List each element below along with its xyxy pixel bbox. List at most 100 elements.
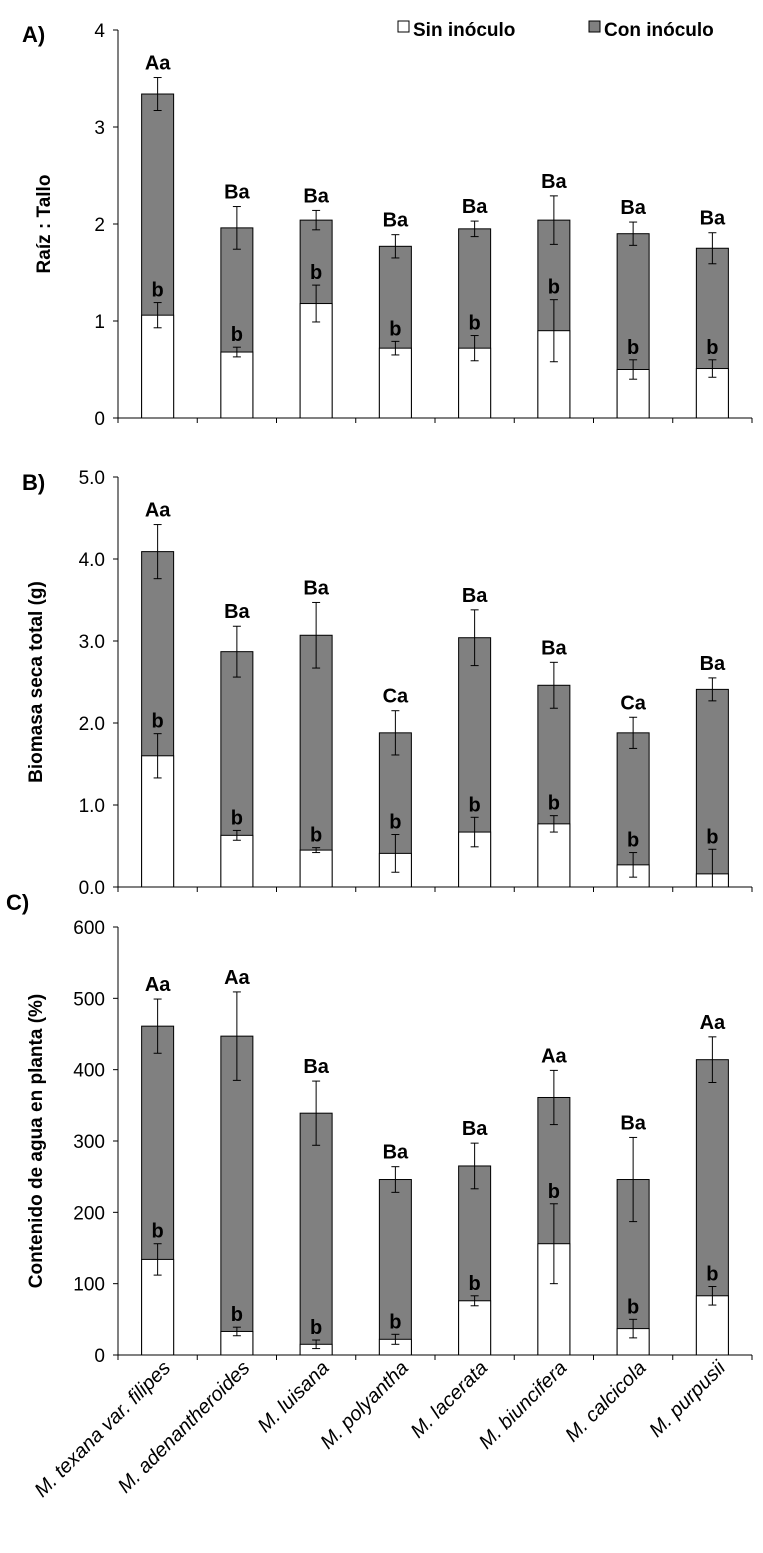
bar-group: Aa b (141, 53, 175, 419)
bar-sin-inoculo (220, 351, 254, 419)
bar-group: Ba b (378, 1142, 412, 1356)
significance-label-sin-inoculo: b (152, 711, 164, 733)
bar-group: Ba b (458, 196, 492, 419)
significance-label-con-inoculo: Ba (383, 1142, 409, 1164)
significance-label-con-inoculo: Ba (224, 601, 250, 623)
significance-label-sin-inoculo: b (389, 812, 401, 834)
significance-label-con-inoculo: Ba (700, 653, 726, 675)
legend: Sin inóculo Con inóculo (397, 20, 714, 41)
significance-label-sin-inoculo: b (231, 324, 243, 346)
bar-group: Ba b (537, 637, 571, 888)
bar-con-inoculo (378, 1179, 412, 1356)
bar-group: Ba b (616, 197, 650, 419)
bar-con-inoculo (220, 1035, 254, 1356)
y-tick-label: 3 (94, 118, 105, 139)
significance-label-con-inoculo: Ba (541, 637, 567, 659)
y-tick-label: 0.0 (79, 878, 105, 899)
y-tick-label: 300 (73, 1132, 105, 1153)
bar-sin-inoculo (695, 1295, 729, 1356)
bar-group: Ba b (695, 208, 729, 419)
bar-group: Aa b (141, 500, 175, 888)
significance-label-con-inoculo: Ba (303, 1056, 329, 1078)
panel-3: C) Contenido de agua en planta (%) 0 100 200… (6, 890, 753, 1367)
bar-sin-inoculo (141, 314, 175, 419)
bar-group: Ba b (299, 577, 333, 888)
legend-swatch-con-inoculo (588, 20, 601, 33)
y-tick-label: 400 (73, 1061, 105, 1082)
y-tick-label: 4.0 (79, 550, 105, 571)
x-category-label: M. texana var. filipes (30, 1357, 175, 1502)
significance-label-con-inoculo: Ba (620, 197, 646, 219)
bar-group: Ba b (299, 1056, 333, 1356)
significance-label-sin-inoculo: b (389, 318, 401, 340)
y-tick-label: 1.0 (79, 796, 105, 817)
bar-group: Aa b (695, 1012, 729, 1356)
bar-group: Ba b (378, 210, 412, 419)
significance-label-con-inoculo: Ba (541, 171, 567, 193)
significance-label-con-inoculo: Ba (700, 208, 726, 230)
x-category-label: M. luisana (254, 1357, 334, 1437)
bar-sin-inoculo (220, 834, 254, 888)
bar-group: Ba b (458, 585, 492, 888)
significance-label-sin-inoculo: b (548, 793, 560, 815)
significance-label-con-inoculo: Aa (145, 500, 171, 522)
significance-label-con-inoculo: Aa (145, 53, 171, 75)
significance-label-con-inoculo: Ba (462, 196, 488, 218)
significance-label-sin-inoculo: b (152, 280, 164, 302)
significance-label-con-inoculo: Aa (145, 974, 171, 996)
y-tick-label: 3.0 (79, 632, 105, 653)
bar-sin-inoculo (141, 755, 175, 888)
significance-label-sin-inoculo: b (231, 807, 243, 829)
bar-group: Ba b (458, 1118, 492, 1356)
y-tick-label: 200 (73, 1203, 105, 1224)
bar-group: Ba b (220, 182, 254, 419)
bar-group: Ba b (616, 1112, 650, 1356)
significance-label-con-inoculo: Ca (383, 686, 409, 708)
bar-group: Ca b (378, 686, 412, 888)
bar-group: Aa b (141, 974, 175, 1356)
panel-label: A) (22, 22, 45, 47)
significance-label-sin-inoculo: b (706, 826, 718, 848)
y-axis-label: Biomasa seca total (g) (26, 581, 47, 783)
bar-con-inoculo (299, 634, 333, 888)
significance-label-con-inoculo: Ba (462, 1118, 488, 1140)
significance-label-con-inoculo: Aa (700, 1012, 726, 1034)
legend-label-con-inoculo: Con inóculo (604, 20, 714, 41)
bar-group: Aa b (220, 967, 254, 1356)
significance-label-sin-inoculo: b (389, 1311, 401, 1333)
y-tick-label: 5.0 (79, 468, 105, 489)
panel-2: B) Biomasa seca total (g) 0.0 1.0 2.0 3.0 4.0 5… (22, 468, 753, 899)
x-category-label: M. adenantheroides (114, 1357, 255, 1498)
bar-group: Ca b (616, 692, 650, 888)
significance-label-sin-inoculo: b (469, 313, 481, 335)
y-axis-label: Contenido de agua en planta (%) (26, 994, 47, 1289)
bar-group: Aa b (537, 1045, 571, 1356)
y-tick-label: 2 (94, 215, 105, 236)
significance-label-sin-inoculo: b (310, 262, 322, 284)
panel-1: A) Raíz : Tallo 0 1 2 3 4 Aa b Ba b Ba b Ba b Ba b Ba b Ba b… (22, 21, 753, 430)
significance-label-con-inoculo: Ba (224, 182, 250, 204)
x-category-label: M. calcicola (561, 1357, 650, 1446)
panel-label: C) (6, 890, 29, 915)
significance-label-sin-inoculo: b (548, 1181, 560, 1203)
bar-group: Ba b (537, 171, 571, 419)
y-tick-label: 500 (73, 989, 105, 1010)
significance-label-con-inoculo: Ba (303, 185, 329, 207)
significance-label-sin-inoculo: b (627, 1296, 639, 1318)
significance-label-sin-inoculo: b (548, 277, 560, 299)
bar-group: Ba b (695, 653, 729, 888)
significance-label-sin-inoculo: b (706, 1264, 718, 1286)
y-tick-label: 0 (94, 409, 105, 430)
significance-label-sin-inoculo: b (469, 794, 481, 816)
y-tick-label: 1 (94, 312, 105, 333)
significance-label-sin-inoculo: b (310, 825, 322, 847)
y-tick-label: 100 (73, 1275, 105, 1296)
bar-sin-inoculo (378, 347, 412, 419)
panel-label: B) (22, 470, 45, 495)
significance-label-con-inoculo: Ba (303, 577, 329, 599)
legend-swatch-sin-inoculo (397, 20, 410, 33)
significance-label-sin-inoculo: b (469, 1273, 481, 1295)
significance-label-con-inoculo: Ca (620, 692, 646, 714)
y-tick-label: 0 (94, 1346, 105, 1367)
significance-label-con-inoculo: Ba (462, 585, 488, 607)
